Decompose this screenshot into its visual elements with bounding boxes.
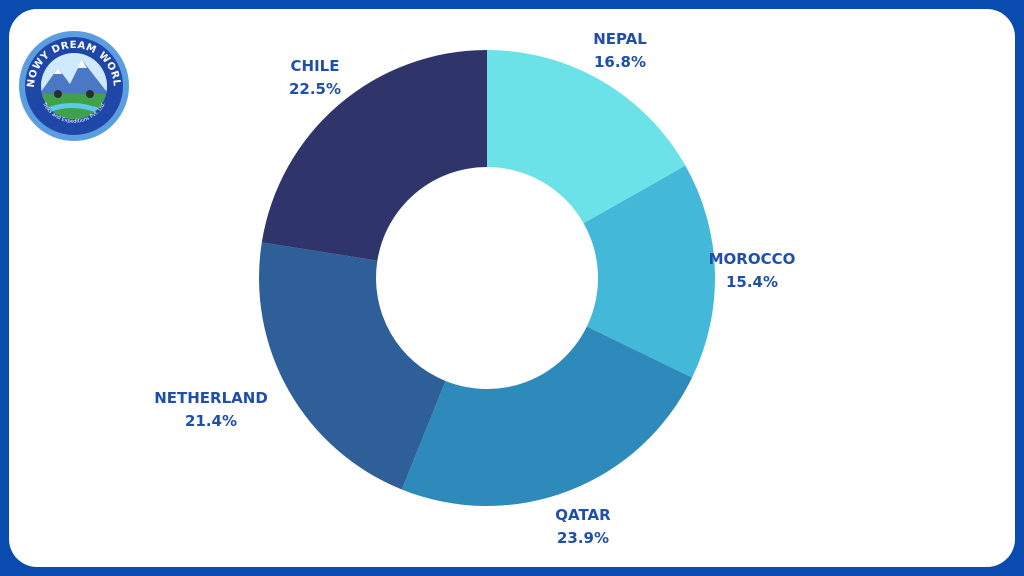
slice-label-name: QATAR: [555, 506, 611, 524]
donut-slice-netherland: [259, 242, 446, 490]
slice-label-value: 23.9%: [556, 529, 610, 547]
snowy-dream-world-logo: SNOWY DREAM WORLD Treks and Expeditions …: [14, 22, 130, 142]
slice-label-qatar: QATAR 23.9%: [555, 504, 610, 550]
slice-label-netherland: NETHERLAND 21.4%: [154, 387, 268, 433]
logo-emblem-icon: SNOWY DREAM WORLD Treks and Expeditions …: [14, 22, 129, 141]
donut-slice-nepal: [487, 50, 686, 224]
slice-label-value: 22.5%: [288, 80, 342, 98]
slice-label-value: 16.8%: [593, 53, 647, 71]
donut-slice-chile: [261, 50, 487, 261]
slice-label-value: 15.4%: [725, 273, 779, 291]
slice-label-nepal: NEPAL 16.8%: [593, 28, 647, 74]
donut-slice-qatar: [401, 326, 693, 506]
slice-label-chile: CHILE 22.5%: [289, 55, 341, 101]
slice-label-morocco: MOROCCO 15.4%: [709, 248, 796, 294]
slice-label-name: MOROCCO: [708, 250, 796, 268]
donut-slice-morocco: [583, 165, 715, 378]
slice-label-name: NETHERLAND: [154, 389, 268, 407]
slice-label-value: 21.4%: [184, 412, 238, 430]
slice-label-name: CHILE: [290, 57, 340, 75]
slice-label-name: NEPAL: [593, 30, 647, 48]
